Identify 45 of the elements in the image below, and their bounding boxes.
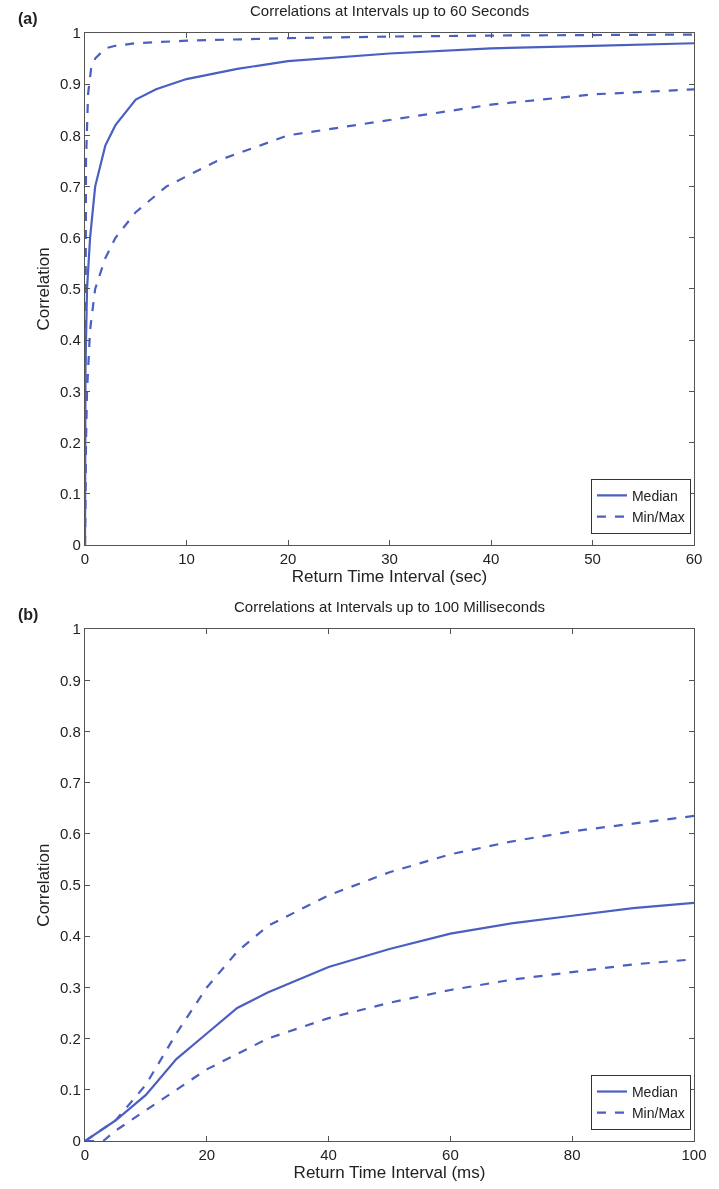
y-tick-label: 0.7 (60, 177, 81, 195)
x-tick-label: 10 (178, 550, 195, 567)
y-tick-label: 0.6 (60, 229, 81, 247)
x-tick-label: 60 (685, 550, 703, 567)
x-tick-label: 40 (320, 1146, 337, 1164)
x-tick-label: 30 (381, 550, 398, 567)
y-tick-label: 0.7 (60, 773, 81, 791)
y-tick-label: 0.2 (60, 1029, 81, 1047)
text: (b) (18, 606, 39, 623)
y-tick-label: 0.9 (60, 671, 81, 689)
chart-title: Correlations at Intervals up to 60 Seconds (250, 2, 530, 19)
legend-label: Min/Max (631, 509, 685, 526)
y-tick-label: 0 (72, 1132, 81, 1150)
y-tick-label: 1 (72, 24, 81, 42)
y-tick-label: 0 (72, 536, 81, 554)
legend-label: Median (631, 487, 678, 504)
y-tick-label: 0.2 (60, 433, 81, 451)
legend-label: Median (631, 1083, 678, 1100)
y-tick-label: 0.5 (60, 876, 81, 894)
y-tick-label: 0.3 (60, 382, 81, 400)
x-axis-title: Return Time Interval (ms) (293, 1163, 486, 1183)
x-tick-label: 20 (198, 1146, 216, 1164)
y-tick-label: 0.8 (60, 126, 81, 144)
x-tick-label: 80 (563, 1146, 581, 1164)
y-tick-label: 0.4 (60, 331, 81, 349)
chart-title: Correlations at Intervals up to 100 Milliseconds (234, 598, 545, 615)
legend-label: Min/Max (631, 1105, 685, 1122)
y-tick-label: 0.6 (60, 825, 81, 843)
text: (a) (18, 10, 38, 27)
x-axis-title: Return Time Interval (sec) (291, 567, 488, 586)
x-tick-label: 100 (681, 1146, 707, 1164)
y-tick-label: 0.5 (60, 280, 81, 298)
y-tick-label: 0.4 (60, 927, 81, 945)
y-axis-title: Correlation (33, 843, 53, 927)
x-tick-label: 50 (584, 550, 601, 567)
y-tick-label: 0.1 (60, 484, 81, 502)
y-tick-label: 0.3 (60, 978, 81, 996)
x-tick-label: 60 (442, 1146, 459, 1164)
y-tick-label: 0.8 (60, 722, 81, 740)
x-tick-label: 40 (482, 550, 500, 567)
y-tick-label: 0.1 (60, 1081, 81, 1099)
x-tick-label: 20 (279, 550, 297, 567)
y-tick-label: 1 (72, 620, 81, 638)
y-tick-label: 0.9 (60, 75, 81, 93)
y-axis-title: Correlation (33, 247, 53, 331)
